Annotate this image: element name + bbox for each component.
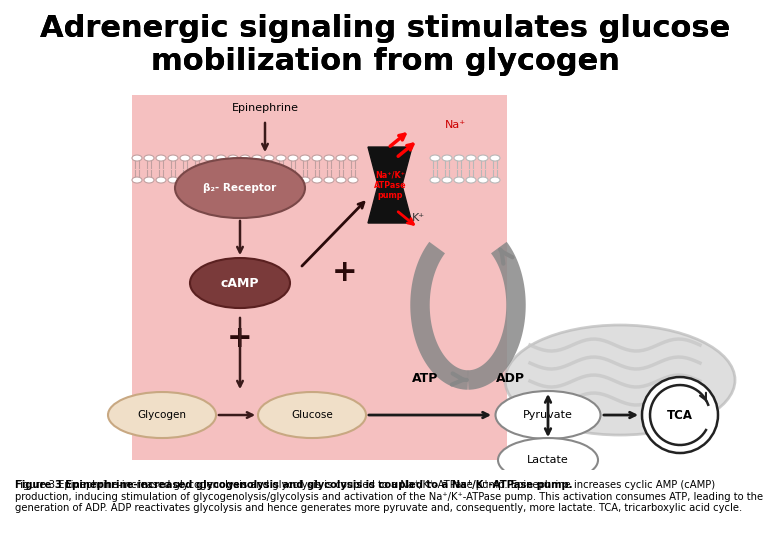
Text: Adrenergic signaling stimulates glucose: Adrenergic signaling stimulates glucose bbox=[40, 14, 731, 43]
Ellipse shape bbox=[228, 155, 238, 161]
Ellipse shape bbox=[204, 177, 214, 183]
Ellipse shape bbox=[478, 177, 488, 183]
Ellipse shape bbox=[175, 158, 305, 218]
Text: K⁺: K⁺ bbox=[412, 213, 425, 223]
Text: Na⁺/K⁺
ATPase
pump: Na⁺/K⁺ ATPase pump bbox=[374, 170, 406, 200]
Text: β₂- Receptor: β₂- Receptor bbox=[204, 183, 277, 193]
Ellipse shape bbox=[192, 155, 202, 161]
Ellipse shape bbox=[192, 177, 202, 183]
Ellipse shape bbox=[156, 155, 166, 161]
Circle shape bbox=[642, 377, 718, 453]
Ellipse shape bbox=[312, 177, 322, 183]
Ellipse shape bbox=[478, 155, 488, 161]
Ellipse shape bbox=[300, 177, 310, 183]
Ellipse shape bbox=[132, 155, 142, 161]
Ellipse shape bbox=[490, 177, 500, 183]
Ellipse shape bbox=[490, 155, 500, 161]
Text: ATP: ATP bbox=[412, 372, 438, 384]
Ellipse shape bbox=[252, 177, 262, 183]
Text: Figure 3 Epinephrine-increased glycogenolysis and glycolysis is coupled to a Na⁺: Figure 3 Epinephrine-increased glycogeno… bbox=[15, 480, 573, 490]
Ellipse shape bbox=[312, 155, 322, 161]
Ellipse shape bbox=[324, 155, 334, 161]
Text: TCA: TCA bbox=[667, 409, 693, 421]
Ellipse shape bbox=[505, 325, 735, 435]
Text: Epinephrine: Epinephrine bbox=[231, 103, 298, 113]
Ellipse shape bbox=[430, 177, 440, 183]
Ellipse shape bbox=[144, 155, 154, 161]
Ellipse shape bbox=[180, 177, 190, 183]
Ellipse shape bbox=[108, 392, 216, 438]
Ellipse shape bbox=[288, 177, 298, 183]
Ellipse shape bbox=[466, 177, 476, 183]
Ellipse shape bbox=[348, 155, 358, 161]
PathPatch shape bbox=[368, 147, 412, 223]
Ellipse shape bbox=[168, 155, 178, 161]
Ellipse shape bbox=[216, 177, 226, 183]
Text: +: + bbox=[227, 324, 253, 352]
Ellipse shape bbox=[498, 438, 598, 482]
Ellipse shape bbox=[442, 177, 452, 183]
Ellipse shape bbox=[454, 155, 464, 161]
Text: ADP: ADP bbox=[496, 372, 524, 384]
Ellipse shape bbox=[240, 155, 250, 161]
Ellipse shape bbox=[466, 155, 476, 161]
Text: cAMP: cAMP bbox=[221, 276, 259, 290]
Ellipse shape bbox=[180, 155, 190, 161]
Ellipse shape bbox=[264, 155, 274, 161]
Text: Lactate: Lactate bbox=[527, 455, 569, 465]
Ellipse shape bbox=[204, 155, 214, 161]
Ellipse shape bbox=[336, 177, 346, 183]
Ellipse shape bbox=[252, 155, 262, 161]
Ellipse shape bbox=[264, 177, 274, 183]
Text: mobilization from glycogen: mobilization from glycogen bbox=[151, 47, 620, 76]
Ellipse shape bbox=[216, 155, 226, 161]
Ellipse shape bbox=[276, 177, 286, 183]
Text: Pyruvate: Pyruvate bbox=[523, 410, 573, 420]
Ellipse shape bbox=[454, 177, 464, 183]
Ellipse shape bbox=[442, 155, 452, 161]
Ellipse shape bbox=[300, 155, 310, 161]
Ellipse shape bbox=[276, 155, 286, 161]
Ellipse shape bbox=[336, 155, 346, 161]
Ellipse shape bbox=[168, 177, 178, 183]
Ellipse shape bbox=[190, 258, 290, 308]
Ellipse shape bbox=[496, 391, 601, 439]
Ellipse shape bbox=[144, 177, 154, 183]
Ellipse shape bbox=[228, 177, 238, 183]
Text: mobilization from glycogen: mobilization from glycogen bbox=[151, 47, 620, 76]
Ellipse shape bbox=[258, 392, 366, 438]
Text: Adrenergic signaling stimulates glucose: Adrenergic signaling stimulates glucose bbox=[40, 14, 731, 43]
Text: Na⁺: Na⁺ bbox=[445, 120, 466, 130]
Ellipse shape bbox=[324, 177, 334, 183]
Ellipse shape bbox=[132, 177, 142, 183]
Text: Glycogen: Glycogen bbox=[137, 410, 187, 420]
Text: Glucose: Glucose bbox=[291, 410, 333, 420]
Text: +: + bbox=[332, 258, 358, 286]
Ellipse shape bbox=[348, 177, 358, 183]
Ellipse shape bbox=[240, 177, 250, 183]
Ellipse shape bbox=[288, 155, 298, 161]
Bar bbox=[132, 95, 507, 460]
Ellipse shape bbox=[156, 177, 166, 183]
Ellipse shape bbox=[430, 155, 440, 161]
Text: Figure 3 Epinephrine-increased glycogenolysis and glycolysis is coupled to a Na⁺: Figure 3 Epinephrine-increased glycogeno… bbox=[15, 480, 763, 513]
